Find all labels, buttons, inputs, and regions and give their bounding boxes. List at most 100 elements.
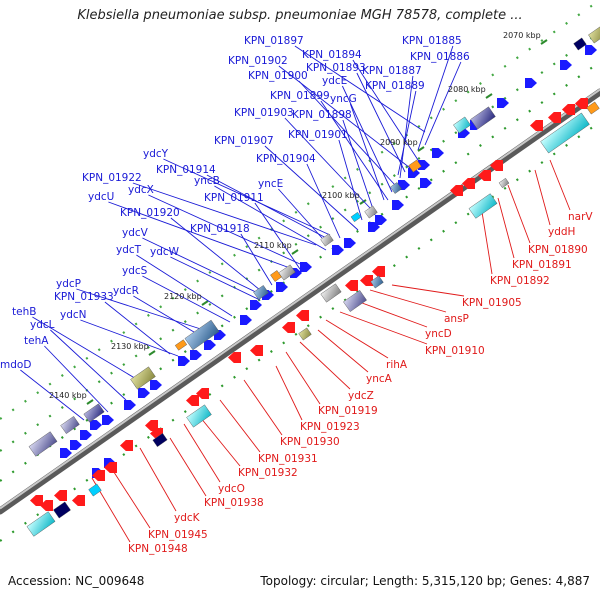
gene-block[interactable]: [453, 116, 471, 134]
gene-block[interactable]: [298, 327, 312, 341]
reverse-gene-label[interactable]: ansP: [444, 313, 469, 325]
reverse-gene-arrow[interactable]: [575, 98, 588, 109]
forward-gene-arrow[interactable]: [525, 78, 537, 88]
forward-gene-label[interactable]: ydcP: [56, 278, 81, 290]
forward-gene-arrow[interactable]: [585, 45, 597, 55]
reverse-gene-arrow[interactable]: [186, 395, 199, 406]
reverse-gene-label[interactable]: yddH: [548, 226, 575, 238]
gene-block[interactable]: [60, 416, 80, 434]
forward-gene-label[interactable]: yncG: [330, 93, 357, 105]
reverse-gene-label[interactable]: KPN_01930: [280, 436, 340, 448]
forward-gene-arrow[interactable]: [70, 440, 82, 450]
reverse-gene-arrow[interactable]: [548, 112, 561, 123]
forward-gene-arrow[interactable]: [124, 400, 136, 410]
reverse-gene-label[interactable]: yncD: [425, 328, 452, 340]
gene-block[interactable]: [83, 403, 105, 423]
reverse-gene-arrow[interactable]: [54, 490, 67, 501]
forward-gene-label[interactable]: KPN_01900: [248, 70, 308, 82]
gene-block[interactable]: [26, 511, 56, 537]
reverse-gene-arrow[interactable]: [40, 500, 53, 511]
forward-gene-arrow[interactable]: [392, 200, 404, 210]
forward-gene-arrow[interactable]: [375, 215, 387, 225]
forward-gene-label[interactable]: KPN_01922: [82, 172, 142, 184]
forward-gene-label[interactable]: KPN_01933: [54, 291, 114, 303]
forward-gene-label[interactable]: KPN_01889: [365, 80, 425, 92]
gene-block[interactable]: [408, 159, 422, 173]
reverse-gene-label[interactable]: ydcK: [174, 512, 201, 524]
reverse-gene-label[interactable]: yncA: [366, 373, 393, 385]
forward-gene-label[interactable]: ydcX: [128, 184, 154, 196]
reverse-gene-arrow[interactable]: [196, 388, 209, 399]
reverse-gene-label[interactable]: KPN_01948: [128, 543, 188, 555]
forward-gene-label[interactable]: ydcL: [30, 319, 55, 331]
gene-block[interactable]: [468, 193, 498, 219]
forward-gene-arrow[interactable]: [276, 282, 288, 292]
gene-block[interactable]: [470, 106, 496, 130]
forward-gene-arrow[interactable]: [420, 178, 432, 188]
gene-block[interactable]: [320, 283, 342, 303]
forward-gene-label[interactable]: KPN_01914: [156, 164, 216, 176]
forward-gene-label[interactable]: ydcR: [113, 285, 139, 297]
reverse-gene-arrow[interactable]: [72, 495, 85, 506]
forward-gene-label[interactable]: yncB: [194, 175, 220, 187]
reverse-gene-arrow[interactable]: [478, 170, 491, 181]
gene-block[interactable]: [364, 205, 378, 219]
gene-block[interactable]: [350, 211, 362, 223]
forward-gene-label[interactable]: ydcS: [122, 265, 148, 277]
forward-gene-label[interactable]: KPN_01920: [120, 207, 180, 219]
forward-gene-arrow[interactable]: [560, 60, 572, 70]
forward-gene-label[interactable]: tehB: [12, 306, 36, 318]
reverse-gene-label[interactable]: KPN_01910: [425, 345, 485, 357]
reverse-gene-arrow[interactable]: [92, 470, 105, 481]
forward-gene-label[interactable]: ydcV: [122, 227, 149, 239]
forward-gene-label[interactable]: ydcU: [88, 191, 114, 203]
forward-gene-arrow[interactable]: [80, 430, 92, 440]
forward-gene-label[interactable]: KPN_01887: [362, 65, 422, 77]
gene-block[interactable]: [88, 483, 102, 497]
forward-gene-label[interactable]: tehA: [24, 335, 49, 347]
reverse-gene-arrow[interactable]: [104, 462, 117, 473]
gene-block[interactable]: [184, 319, 220, 351]
forward-gene-label[interactable]: ydcW: [150, 246, 180, 258]
forward-gene-label[interactable]: KPN_01903: [234, 107, 294, 119]
reverse-gene-label[interactable]: KPN_01932: [238, 467, 298, 479]
forward-gene-label[interactable]: ydcE: [322, 75, 347, 87]
forward-gene-label[interactable]: KPN_01918: [190, 223, 250, 235]
forward-gene-arrow[interactable]: [204, 340, 216, 350]
reverse-gene-label[interactable]: ydcO: [218, 483, 245, 495]
reverse-gene-arrow[interactable]: [562, 104, 575, 115]
forward-gene-arrow[interactable]: [190, 350, 202, 360]
gene-block[interactable]: [152, 433, 168, 447]
gene-block[interactable]: [186, 404, 212, 428]
forward-gene-label[interactable]: KPN_01893: [306, 62, 366, 74]
forward-gene-arrow[interactable]: [138, 388, 150, 398]
gene-block[interactable]: [370, 275, 384, 289]
gene-block[interactable]: [588, 26, 600, 44]
forward-gene-arrow[interactable]: [368, 222, 380, 232]
gene-block[interactable]: [174, 339, 188, 351]
gene-block[interactable]: [540, 112, 590, 154]
reverse-gene-arrow[interactable]: [296, 310, 309, 321]
forward-gene-label[interactable]: KPN_01897: [244, 35, 304, 47]
gene-block[interactable]: [53, 501, 71, 519]
reverse-gene-arrow[interactable]: [30, 495, 43, 506]
reverse-gene-arrow[interactable]: [120, 440, 133, 451]
reverse-gene-arrow[interactable]: [250, 345, 263, 356]
forward-gene-label[interactable]: KPN_01904: [256, 153, 316, 165]
forward-gene-label[interactable]: KPN_01899: [270, 90, 330, 102]
gene-block[interactable]: [270, 270, 282, 282]
reverse-gene-arrow[interactable]: [490, 160, 503, 171]
gene-block[interactable]: [573, 37, 587, 51]
reverse-gene-label[interactable]: narV: [568, 211, 593, 223]
reverse-gene-arrow[interactable]: [462, 178, 475, 189]
reverse-gene-arrow[interactable]: [372, 266, 385, 277]
forward-gene-arrow[interactable]: [150, 380, 162, 390]
forward-gene-arrow[interactable]: [102, 415, 114, 425]
forward-gene-arrow[interactable]: [60, 448, 72, 458]
forward-gene-label[interactable]: KPN_01902: [228, 55, 288, 67]
reverse-gene-label[interactable]: KPN_01938: [204, 497, 264, 509]
gene-block[interactable]: [498, 177, 510, 189]
forward-gene-arrow[interactable]: [300, 262, 312, 272]
gene-block[interactable]: [130, 366, 156, 390]
